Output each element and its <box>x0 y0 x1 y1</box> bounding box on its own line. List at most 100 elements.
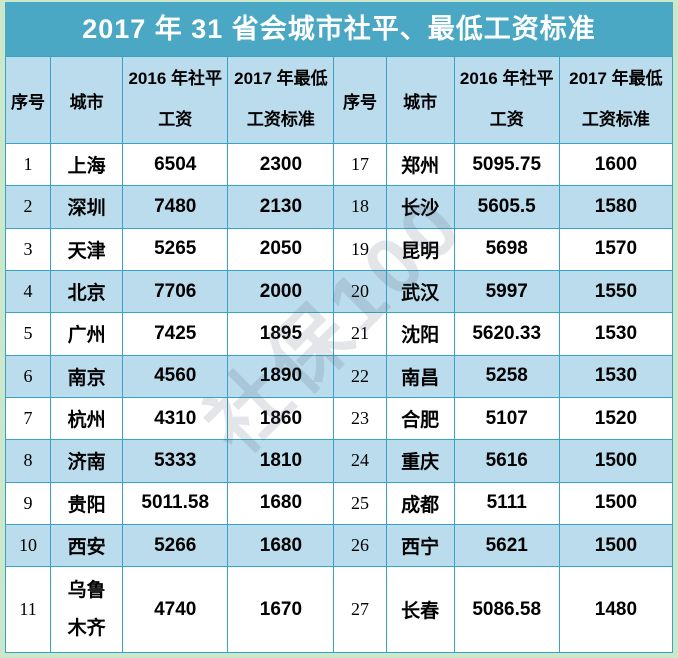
cell-min-wage: 1580 <box>558 185 674 229</box>
cell-seq: 26 <box>333 523 387 568</box>
cell-avg-wage: 5107 <box>453 396 560 441</box>
cell-seq: 24 <box>333 439 387 483</box>
cell-city: 合肥 <box>385 396 455 441</box>
column-header-avg-line2: 工资 <box>489 110 524 129</box>
cell-city: 昆明 <box>385 227 455 271</box>
cell-city: 沈阳 <box>385 312 455 356</box>
cell-city: 广州 <box>50 312 124 356</box>
cell-min-wage: 1670 <box>227 566 335 653</box>
cell-min-wage: 1570 <box>558 227 674 271</box>
cell-city: 北京 <box>50 269 124 314</box>
cell-city: 南昌 <box>385 354 455 398</box>
cell-min-wage: 1500 <box>558 523 674 568</box>
cell-city: 重庆 <box>385 439 455 483</box>
cell-avg-wage: 5265 <box>122 227 229 271</box>
cell-avg-wage: 5997 <box>453 269 560 314</box>
cell-avg-wage: 5266 <box>122 523 229 568</box>
cell-avg-wage: 5616 <box>453 439 560 483</box>
table-row: 3 天津 5265 2050 19 昆明 5698 1570 <box>4 227 674 271</box>
cell-avg-wage: 5086.58 <box>453 566 560 653</box>
column-header-min-wage-left: 2017 年最低 工资标准 <box>227 56 335 144</box>
cell-min-wage: 1550 <box>558 269 674 314</box>
cell-min-wage: 2000 <box>227 269 335 314</box>
cell-min-wage: 2050 <box>227 227 335 271</box>
cell-min-wage: 1500 <box>558 481 674 525</box>
cell-avg-wage: 5258 <box>453 354 560 398</box>
table-row: 2 深圳 7480 2130 18 长沙 5605.5 1580 <box>4 185 674 229</box>
column-header-min-line2: 工资标准 <box>581 110 650 129</box>
cell-seq: 23 <box>333 396 387 441</box>
cell-city: 天津 <box>50 227 124 271</box>
cell-min-wage: 1890 <box>227 354 335 398</box>
cell-seq: 11 <box>4 566 52 653</box>
cell-city: 长春 <box>385 566 455 653</box>
wage-table: 序号 城市 2016 年社平 工资 2017 年最低 工资标准 序号 城市 20… <box>4 56 674 653</box>
cell-avg-wage: 5698 <box>453 227 560 271</box>
cell-city: 深圳 <box>50 185 124 229</box>
column-header-seq-right: 序号 <box>333 56 387 144</box>
cell-avg-wage: 7706 <box>122 269 229 314</box>
cell-seq: 21 <box>333 312 387 356</box>
cell-min-wage: 1520 <box>558 396 674 441</box>
cell-avg-wage: 5111 <box>453 481 560 525</box>
cell-min-wage: 1895 <box>227 312 335 356</box>
cell-city: 杭州 <box>50 396 124 441</box>
cell-min-wage: 1530 <box>558 354 674 398</box>
table-row: 9 贵阳 5011.58 1680 25 成都 5111 1500 <box>4 481 674 525</box>
cell-city: 郑州 <box>385 142 455 187</box>
column-header-avg-line1: 2016 年社平 <box>459 69 554 89</box>
cell-city: 西宁 <box>385 523 455 568</box>
cell-min-wage: 2130 <box>227 185 335 229</box>
cell-min-wage: 1810 <box>227 439 335 483</box>
cell-city: 上海 <box>50 142 124 187</box>
table-row: 8 济南 5333 1810 24 重庆 5616 1500 <box>4 439 674 483</box>
cell-seq: 18 <box>333 185 387 229</box>
cell-city: 成都 <box>385 481 455 525</box>
cell-min-wage: 1480 <box>558 566 674 653</box>
cell-seq: 8 <box>4 439 52 483</box>
column-header-seq-left: 序号 <box>4 56 52 144</box>
cell-avg-wage: 5620.33 <box>453 312 560 356</box>
cell-seq: 20 <box>333 269 387 314</box>
cell-city: 南京 <box>50 354 124 398</box>
cell-city: 武汉 <box>385 269 455 314</box>
cell-seq: 3 <box>4 227 52 271</box>
cell-seq: 17 <box>333 142 387 187</box>
cell-city: 长沙 <box>385 185 455 229</box>
cell-city: 济南 <box>50 439 124 483</box>
cell-min-wage: 1680 <box>227 523 335 568</box>
column-header-min-line1: 2017 年最低 <box>569 69 663 89</box>
table-title: 2017 年 31 省会城市社平、最低工资标准 <box>5 2 673 56</box>
cell-seq: 9 <box>4 481 52 525</box>
cell-seq: 25 <box>333 481 387 525</box>
cell-avg-wage: 5011.58 <box>122 481 229 525</box>
cell-seq: 1 <box>4 142 52 187</box>
cell-seq: 22 <box>333 354 387 398</box>
cell-seq: 5 <box>4 312 52 356</box>
cell-avg-wage: 5333 <box>122 439 229 483</box>
column-header-avg-wage-left: 2016 年社平 工资 <box>122 56 229 144</box>
cell-avg-wage: 4560 <box>122 354 229 398</box>
cell-seq: 7 <box>4 396 52 441</box>
cell-seq: 4 <box>4 269 52 314</box>
cell-seq: 10 <box>4 523 52 568</box>
cell-seq: 6 <box>4 354 52 398</box>
cell-city: 乌鲁 木齐 <box>50 566 124 653</box>
cell-min-wage: 1860 <box>227 396 335 441</box>
cell-avg-wage: 6504 <box>122 142 229 187</box>
column-header-avg-wage-right: 2016 年社平 工资 <box>453 56 560 144</box>
table-row: 10 西安 5266 1680 26 西宁 5621 1500 <box>4 523 674 568</box>
cell-avg-wage: 5095.75 <box>453 142 560 187</box>
table-row: 5 广州 7425 1895 21 沈阳 5620.33 1530 <box>4 312 674 356</box>
cell-city: 西安 <box>50 523 124 568</box>
cell-avg-wage: 7480 <box>122 185 229 229</box>
cell-avg-wage: 4740 <box>122 566 229 653</box>
column-header-min-line2: 工资标准 <box>246 110 315 129</box>
column-header-avg-line1: 2016 年社平 <box>128 69 222 89</box>
cell-avg-wage: 5621 <box>453 523 560 568</box>
table-row: 1 上海 6504 2300 17 郑州 5095.75 1600 <box>4 142 674 187</box>
cell-avg-wage: 5605.5 <box>453 185 560 229</box>
table-row: 11 乌鲁 木齐 4740 1670 27 长春 5086.58 1480 <box>4 566 674 653</box>
cell-min-wage: 2300 <box>227 142 335 187</box>
